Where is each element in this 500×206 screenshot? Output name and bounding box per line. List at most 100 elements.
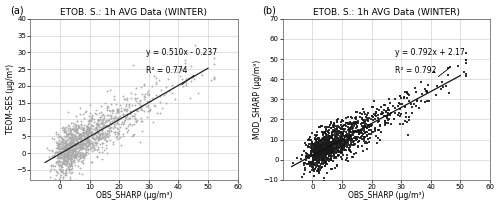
Point [105, 108, 113, 112]
Point [72, 153, 80, 156]
Point [140, 94, 148, 97]
Point [328, 136, 336, 139]
Point [308, 150, 316, 153]
Point [102, 144, 110, 147]
Point [75, 172, 83, 175]
Point [321, 153, 329, 156]
Point [92, 136, 100, 139]
Point [332, 143, 340, 147]
Point [332, 118, 340, 122]
Point [95, 122, 103, 125]
Point [326, 155, 334, 158]
Point [60, 153, 68, 156]
Point [326, 151, 334, 154]
Point [60, 148, 68, 151]
Point [344, 137, 352, 140]
Point [321, 164, 329, 168]
Point [346, 136, 354, 139]
Point [57, 144, 65, 148]
Point [309, 162, 317, 166]
Point [81, 147, 89, 150]
Point [333, 120, 341, 123]
Point [96, 123, 104, 127]
Point [304, 138, 312, 142]
Point [336, 150, 344, 154]
Point [123, 98, 131, 102]
Point [130, 132, 138, 135]
Point [289, 161, 297, 164]
Point [132, 112, 140, 116]
Point [114, 131, 122, 135]
Point [88, 143, 96, 146]
Point [390, 105, 398, 108]
Point [338, 130, 346, 133]
Point [324, 138, 332, 141]
Point [342, 140, 349, 143]
Point [58, 161, 66, 164]
Point [310, 174, 318, 178]
Point [160, 93, 168, 96]
Point [320, 176, 328, 180]
Point [88, 141, 96, 145]
Point [78, 132, 86, 135]
Point [313, 155, 321, 158]
Point [74, 134, 82, 137]
Point [84, 135, 92, 138]
Point [336, 141, 344, 144]
Point [68, 148, 76, 152]
Point [103, 140, 111, 143]
Point [307, 162, 315, 165]
Point [113, 108, 121, 111]
Point [136, 99, 144, 102]
Point [66, 143, 74, 146]
Point [66, 146, 74, 149]
Point [317, 143, 325, 146]
Point [50, 167, 58, 170]
Point [80, 132, 88, 135]
Point [325, 140, 333, 143]
Point [165, 90, 173, 93]
Point [316, 147, 324, 150]
Point [326, 158, 334, 161]
Point [325, 134, 333, 137]
Point [324, 147, 332, 150]
Point [322, 160, 330, 163]
Point [88, 160, 96, 164]
Point [314, 164, 322, 167]
Point [129, 133, 137, 137]
Point [43, 147, 51, 150]
Point [344, 139, 351, 143]
Point [120, 122, 128, 125]
Point [334, 153, 342, 156]
Point [106, 110, 114, 113]
Point [314, 153, 322, 156]
Point [150, 103, 158, 107]
Point [316, 151, 324, 154]
Point [134, 118, 141, 122]
Point [318, 154, 326, 157]
Point [65, 147, 73, 151]
Point [328, 121, 336, 124]
Point [60, 161, 68, 164]
Point [310, 163, 318, 166]
Point [133, 96, 141, 99]
Point [328, 146, 336, 150]
Point [318, 166, 326, 169]
Point [56, 142, 64, 145]
Point [68, 151, 76, 154]
Point [316, 157, 324, 160]
Point [358, 149, 366, 153]
Point [74, 135, 82, 138]
Point [320, 148, 328, 152]
Point [76, 136, 84, 139]
Point [318, 165, 326, 169]
Point [316, 150, 324, 153]
Point [66, 176, 74, 179]
Point [320, 143, 328, 146]
Point [57, 150, 65, 153]
Point [64, 157, 72, 160]
Point [123, 109, 131, 112]
Point [315, 158, 323, 161]
Point [334, 133, 342, 136]
Point [310, 148, 318, 151]
